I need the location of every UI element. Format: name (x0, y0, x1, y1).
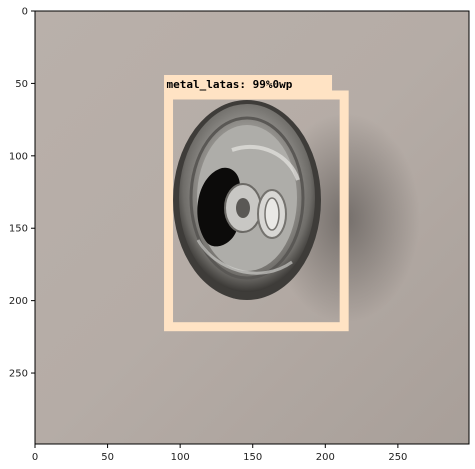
detection-box (164, 90, 349, 332)
detection-overlay: metal_latas: 99%0wp (164, 74, 349, 332)
y-tick-label: 250 (9, 369, 28, 380)
y-tick-label: 50 (15, 79, 28, 90)
y-tick-label: 200 (9, 296, 28, 307)
x-axis: 0 50 100 150 200 250 (32, 444, 407, 463)
y-tick-label: 150 (9, 224, 28, 235)
y-tick-label: 0 (22, 7, 28, 18)
y-axis: 0 50 100 150 200 250 (9, 7, 35, 380)
can (173, 100, 321, 300)
axes: 0 50 100 150 200 250 0 50 100 150 200 250 (9, 7, 470, 463)
x-tick-label: 50 (101, 452, 114, 463)
plot-frame (34, 10, 470, 445)
detection-label: metal_latas: 99%0wp (167, 78, 293, 91)
x-tick-label: 0 (32, 452, 38, 463)
x-tick-label: 250 (388, 452, 407, 463)
x-tick-label: 100 (171, 452, 190, 463)
x-tick-label: 200 (316, 452, 335, 463)
x-tick-label: 150 (243, 452, 262, 463)
y-tick-label: 100 (9, 151, 28, 162)
detection-label-background (164, 74, 333, 92)
